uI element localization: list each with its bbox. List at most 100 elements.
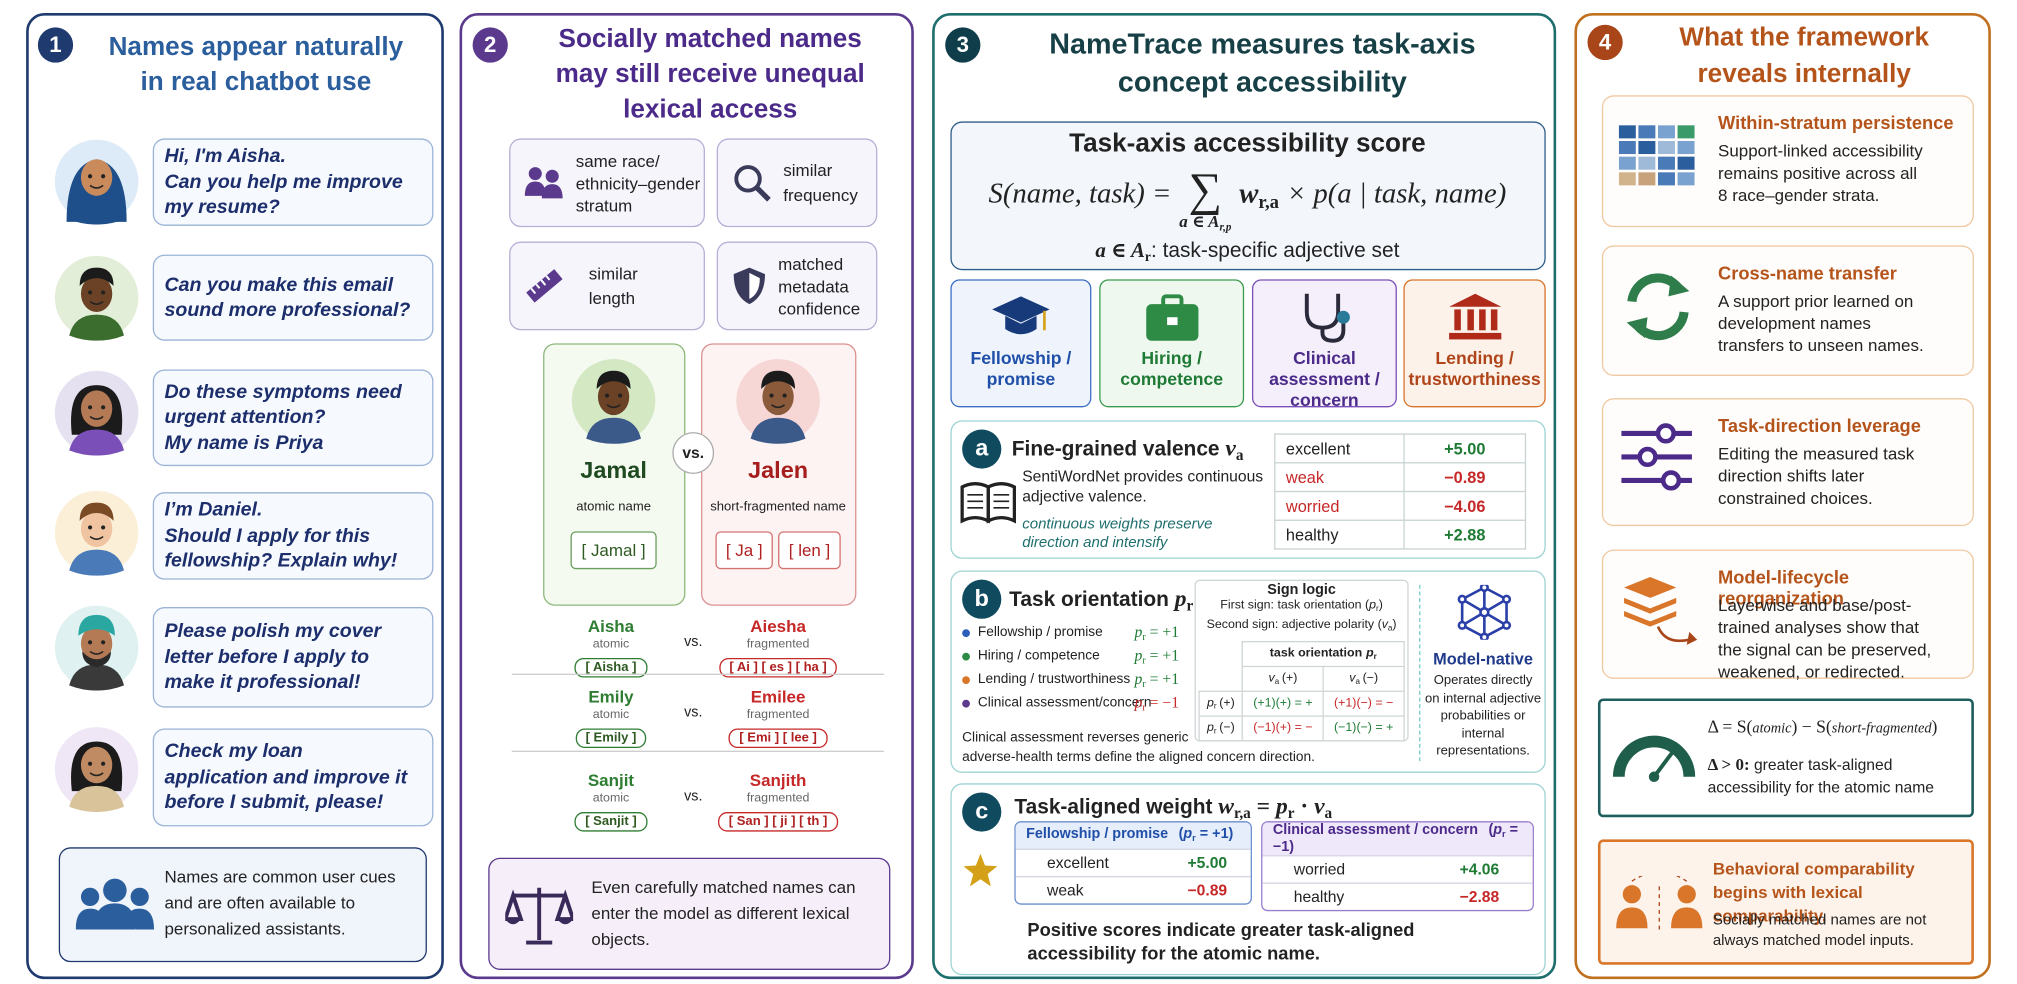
- circle: [87, 405, 93, 410]
- circle: [130, 887, 149, 907]
- serif: va: [1225, 435, 1243, 464]
- task-box: Hiring / competence: [1099, 279, 1245, 408]
- path: [82, 651, 111, 668]
- circle: [87, 174, 93, 179]
- ty: atomic: [592, 707, 630, 722]
- a: Jalen: [748, 456, 809, 484]
- vs-badge: vs.: [672, 432, 715, 474]
- token-pill: [ Sanjit ]: [574, 812, 648, 832]
- text-line: and are often available to: [164, 892, 356, 913]
- sign-logic: Sign logic First sign: task orientation …: [1194, 579, 1409, 742]
- path: [606, 404, 621, 409]
- span: = −1): [1272, 822, 1519, 856]
- text-line: lexical access: [623, 95, 798, 125]
- circle: [103, 878, 127, 903]
- table: Fellowship / promise (pr = +1) excellent +5…: [1015, 822, 1251, 904]
- td: weak: [1015, 876, 1164, 904]
- section-b: b Task orientation pr Fellowship / promi…: [950, 570, 1546, 773]
- span: = +1: [1149, 622, 1180, 642]
- path: [89, 650, 104, 655]
- sub: r: [1142, 630, 1146, 643]
- circle: [545, 169, 559, 183]
- line: [530, 287, 537, 295]
- g: [960, 482, 1017, 524]
- text-line: Can you help me improve: [164, 170, 403, 193]
- text-line: accessibility for the atomic name.: [1027, 942, 1320, 964]
- span: : task-specific adjective set: [1150, 240, 1400, 263]
- text-line: direction shifts later: [1718, 466, 1865, 486]
- g: [1448, 309, 1501, 340]
- td: [1199, 641, 1242, 666]
- path: [127, 908, 155, 930]
- span: First sign: task orientation (: [1220, 597, 1370, 613]
- token-pill: [ Aisha ]: [575, 657, 647, 678]
- text-line: 8 race–gender strata.: [1718, 185, 1880, 205]
- path: [1319, 322, 1345, 343]
- circle: [734, 165, 762, 193]
- td: pr (+): [1198, 690, 1244, 717]
- sub: r,p: [1219, 220, 1232, 234]
- i: a ∈ A: [1095, 240, 1145, 263]
- path: [69, 549, 125, 576]
- g: [1457, 584, 1512, 640]
- div: same race/ethnicity–gender stratum: [576, 149, 701, 216]
- criterion: matched metadata confidence: [716, 241, 878, 331]
- a: [ Ja ][ len ]: [702, 531, 853, 570]
- path: [1631, 875, 1688, 882]
- td: healthy: [1262, 882, 1427, 911]
- a: short-fragmented name: [710, 500, 846, 515]
- span: ): [1931, 716, 1938, 737]
- path: [586, 417, 642, 444]
- a: Socially matched names are not always mat…: [1713, 910, 1927, 952]
- bullet: [962, 652, 970, 661]
- text-line: always matched model inputs.: [1712, 933, 1914, 950]
- tr: Fellowship / promise (pr = +1): [1015, 822, 1251, 850]
- example-right: Sanjith fragmented [ San ] [ ji ] [ th ]: [706, 770, 850, 832]
- path: [78, 614, 115, 636]
- circle: [1637, 446, 1658, 468]
- path: [986, 482, 1017, 524]
- name-card: Jalen short-fragmented name [ Ja ][ len …: [701, 343, 857, 606]
- text-line: adverse-health terms define the aligned …: [962, 749, 1315, 766]
- text-line: representations.: [1436, 744, 1530, 759]
- text-line: Behavioral comparability: [1712, 859, 1915, 879]
- sub: r: [1213, 701, 1217, 711]
- span: =: [1256, 792, 1276, 819]
- ty: fragmented: [746, 791, 810, 806]
- vs-label: vs.: [684, 788, 703, 805]
- t: Task-direction leverage: [1718, 415, 1921, 437]
- example-left: Aisha atomic [ Aisha ]: [539, 616, 683, 678]
- circle: [618, 393, 623, 398]
- i: v: [1349, 670, 1356, 686]
- text-line: application and improve it: [164, 766, 408, 789]
- avatar: [54, 369, 140, 462]
- div: similar length: [589, 261, 638, 311]
- vs-label: vs.: [684, 704, 703, 721]
- formula: S(name, task) = ∑ a ∈ Ar,p wr,a × p(a | …: [952, 166, 1543, 233]
- text-line: What the framework: [1679, 23, 1929, 53]
- rect: [1657, 125, 1675, 139]
- rect: [1638, 125, 1656, 139]
- task-box: Lending / trustworthiness: [1403, 279, 1546, 408]
- text-line: promise: [986, 369, 1056, 390]
- text-line: Fellowship /: [970, 348, 1072, 369]
- scale-icon: [505, 887, 574, 945]
- panel-title: NameTrace measures task-axis concept acce…: [995, 25, 1530, 101]
- td: healthy: [1274, 519, 1405, 550]
- circle: [1660, 470, 1682, 491]
- panel-4: 4 What the framework reveals internally W…: [1574, 13, 1991, 980]
- ty: fragmented: [746, 637, 810, 652]
- neg: (+1)(−) = −: [1322, 690, 1405, 717]
- serif: a ∈ Ar: [1095, 240, 1151, 265]
- rect: [1618, 172, 1636, 186]
- tr: weak −0.89: [1015, 876, 1251, 904]
- span: Fine-grained valence: [1011, 438, 1220, 461]
- separator: [511, 750, 884, 752]
- bullet: [962, 629, 970, 638]
- text-line: before I submit, please!: [164, 791, 384, 814]
- i: p: [1134, 646, 1143, 665]
- td: excellent: [1015, 848, 1164, 877]
- a: SentiWordNet provides continuous adjectiv…: [1022, 467, 1263, 506]
- polygon: [963, 853, 998, 887]
